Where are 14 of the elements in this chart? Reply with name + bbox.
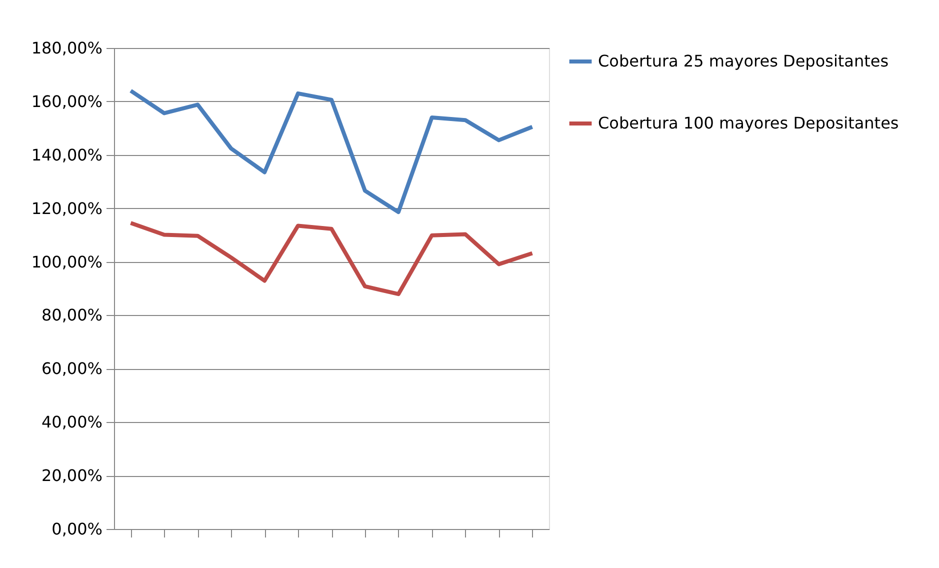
y-tick-label: 0,00%: [52, 520, 102, 538]
y-tick-label: 180,00%: [31, 38, 102, 58]
y-tick-label: 140,00%: [31, 145, 102, 164]
y-tick-label: 100,00%: [31, 252, 102, 272]
y-tick-label: 120,00%: [31, 198, 102, 218]
legend-label: Cobertura 100 mayores Depositantes: [598, 114, 899, 132]
line-series: [128, 221, 534, 296]
y-tick-label: 80,00%: [41, 306, 102, 325]
y-tick-label: 40,00%: [41, 412, 102, 432]
line-series: [128, 88, 534, 214]
y-tick-label: 60,00%: [41, 359, 102, 378]
y-tick-label: 160,00%: [31, 92, 102, 111]
y-tick-label: 20,00%: [41, 466, 102, 486]
legend-label: Cobertura 25 mayores Depositantes: [598, 52, 889, 70]
